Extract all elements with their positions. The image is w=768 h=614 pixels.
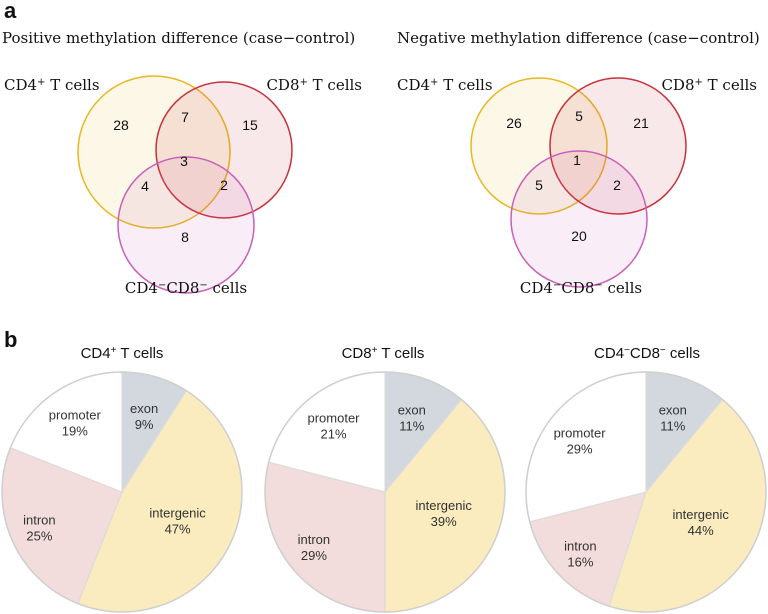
venn-region-count: 8 [181, 229, 189, 245]
double-negative-circle [510, 150, 648, 288]
chart-layer: Positive methylation difference (case−co… [1, 29, 767, 613]
venn-region-count: 26 [506, 115, 522, 131]
cd4-circle [77, 75, 231, 229]
set-label: CD4+ T cells [397, 76, 493, 94]
venn-region-count: 5 [575, 108, 583, 124]
venn-region-count: 21 [633, 115, 649, 131]
venn-diagram-negative: Negative methylation difference (case−co… [397, 29, 760, 297]
cd4-circle [470, 77, 608, 215]
slice-label: promoter [554, 426, 607, 441]
slice-label: exon [398, 403, 426, 418]
slice-label: intron [298, 532, 331, 547]
pie-outline [1, 371, 243, 613]
venn-region-count: 4 [141, 178, 149, 194]
venn-title: Positive methylation difference (case−co… [2, 29, 355, 47]
set-label: CD4−CD8− cells [520, 279, 642, 297]
slice-label: intergenic [149, 505, 206, 520]
slice-value: 29% [567, 442, 593, 457]
slice-value: 11% [399, 419, 425, 434]
slice-value: 16% [567, 555, 593, 570]
venn-region-count: 7 [181, 109, 189, 125]
slice-value: 11% [660, 419, 686, 434]
slice-label: intron [564, 539, 597, 554]
slice-label: intergenic [416, 498, 473, 513]
slice-value: 19% [62, 424, 88, 439]
venn-region-count: 3 [180, 153, 188, 169]
set-label: CD4−CD8− cells [125, 279, 247, 297]
slice-value: 29% [301, 548, 327, 563]
slice-label: intron [23, 513, 56, 528]
cd8-circle [549, 77, 687, 215]
double-negative-circle [117, 156, 255, 294]
venn-region-count: 15 [242, 117, 258, 133]
venn-region-count: 2 [613, 177, 621, 193]
pie-title: CD4−CD8− cells [594, 345, 700, 363]
venn-region-count: 5 [535, 177, 543, 193]
panel-letter-a: a [4, 0, 17, 23]
slice-label: exon [659, 403, 687, 418]
cd8-circle [155, 81, 293, 219]
venn-region-count: 28 [113, 117, 129, 133]
set-label: CD8+ T cells [661, 76, 757, 94]
venn-diagram-positive: Positive methylation difference (case−co… [2, 29, 362, 297]
slice-label: promoter [49, 408, 102, 423]
slice-label: promoter [307, 411, 360, 426]
pie-outline [264, 371, 506, 613]
slice-label: intergenic [673, 507, 730, 522]
venn-title: Negative methylation difference (case−co… [397, 29, 760, 47]
set-label: CD8+ T cells [266, 76, 362, 94]
pie-title: CD4+ T cells [81, 345, 164, 363]
slice-value: 44% [688, 523, 714, 538]
slice-value: 21% [320, 427, 346, 442]
venn-region-count: 20 [571, 228, 587, 244]
pie-outline [525, 371, 767, 613]
pie-title: CD8+ T cells [342, 345, 425, 363]
slice-value: 9% [135, 417, 154, 432]
slice-value: 39% [431, 514, 457, 529]
venn-region-count: 2 [220, 177, 228, 193]
panel-letter-b: b [4, 327, 17, 352]
slice-value: 25% [26, 529, 52, 544]
slice-value: 47% [165, 521, 191, 536]
slice-label: exon [130, 401, 158, 416]
venn-region-count: 1 [573, 152, 581, 168]
set-label: CD4+ T cells [4, 76, 100, 94]
